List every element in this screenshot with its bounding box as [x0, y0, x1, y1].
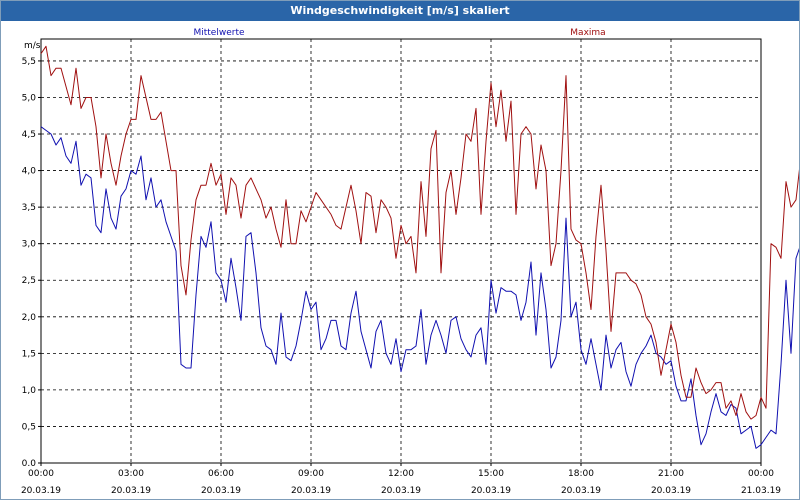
- y-tick-label: 4,5: [22, 130, 36, 140]
- x-tick-date-label: 20.03.19: [111, 486, 151, 496]
- legend: Mittelwerte Maxima: [193, 28, 605, 38]
- x-tick-date-label: 20.03.19: [561, 486, 601, 496]
- y-tick-label: 3,0: [22, 240, 37, 250]
- series-lines: [40, 45, 799, 449]
- x-tick-time-label: 03:00: [118, 469, 144, 479]
- x-tick-time-label: 09:00: [298, 469, 324, 479]
- x-tick-time-label: 00:00: [28, 469, 54, 479]
- y-axis-label: m/s: [24, 41, 41, 51]
- x-tick-date-label: 20.03.19: [471, 486, 511, 496]
- x-tick-date-label: 20.03.19: [291, 486, 331, 496]
- x-tick-date-label: 21.03.19: [741, 486, 781, 496]
- y-tick-label: 0.0: [22, 459, 37, 469]
- y-tick-label: 5,5: [22, 57, 36, 67]
- x-tick-date-label: 20.03.19: [381, 486, 421, 496]
- y-tick-label: 3,5: [22, 203, 36, 213]
- x-tick-date-label: 20.03.19: [651, 486, 691, 496]
- y-tick-label: 0,5: [22, 422, 36, 432]
- x-tick-time-label: 21:00: [658, 469, 684, 479]
- series-line-mittelwerte: [40, 126, 799, 449]
- window-title: Windgeschwindigkeit [m/s] skaliert: [1, 1, 799, 21]
- y-tick-label: 4,0: [22, 167, 37, 177]
- y-tick-label: 1,5: [22, 349, 36, 359]
- x-tick-date-label: 20.03.19: [21, 486, 61, 496]
- x-tick-time-label: 00:00: [748, 469, 774, 479]
- x-tick-time-label: 18:00: [568, 469, 594, 479]
- y-tick-label: 1,0: [22, 386, 37, 396]
- y-tick-label: 2,5: [22, 276, 36, 286]
- axes: 0.0 0,5 1,0 1,5 2,0 2,5 3,0 3,5 4,0 4,5 5,0 5,5 00:0…: [21, 38, 781, 496]
- y-tick-label: 2,0: [22, 313, 37, 323]
- legend-entry-maxima: Maxima: [570, 28, 605, 38]
- series-line-maxima: [40, 45, 799, 420]
- y-tick-label: 5,0: [22, 93, 37, 103]
- x-tick-time-label: 15:00: [478, 469, 504, 479]
- grid: [41, 39, 761, 463]
- x-tick-date-label: 20.03.19: [201, 486, 241, 496]
- legend-entry-mittelwerte: Mittelwerte: [193, 28, 244, 38]
- x-tick-time-label: 06:00: [208, 469, 234, 479]
- x-tick-time-label: 12:00: [388, 469, 414, 479]
